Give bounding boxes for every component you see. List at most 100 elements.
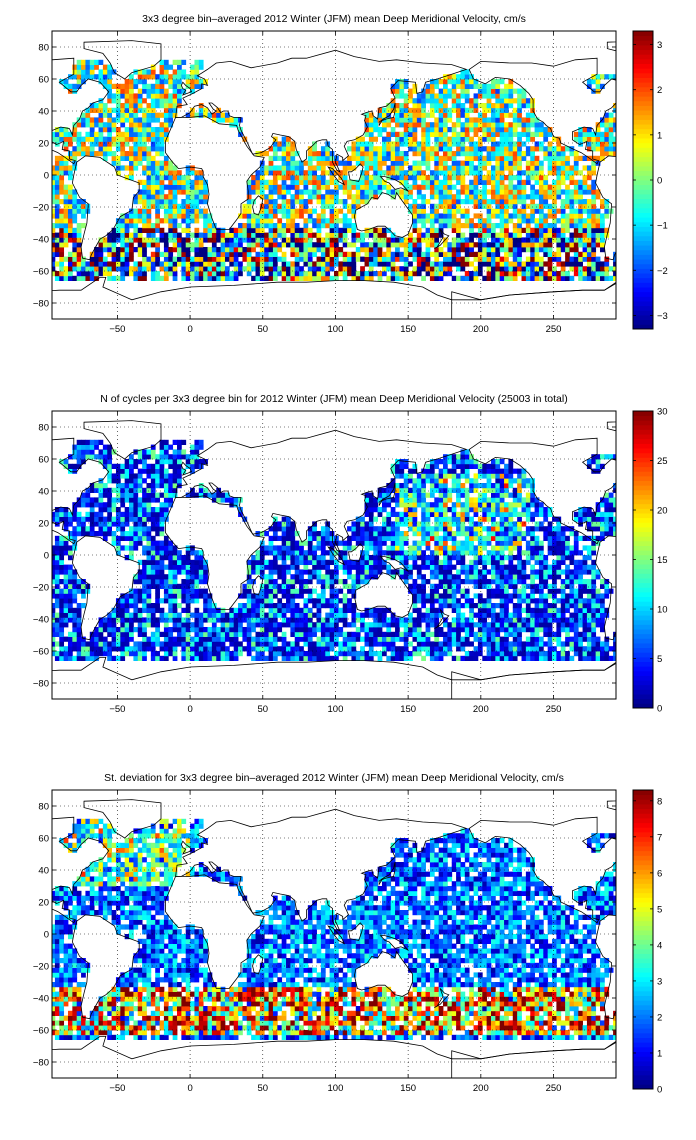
bin-cell [447, 127, 453, 133]
bin-cell [272, 146, 278, 152]
bin-cell [443, 83, 448, 89]
bin-cell [512, 208, 518, 214]
bin-cell [591, 256, 597, 262]
bin-cell [477, 146, 483, 152]
bin-cell [499, 266, 505, 272]
bin-cell [573, 189, 579, 195]
bin-cell [251, 275, 256, 281]
bin-cell [525, 256, 531, 262]
bin-cell [129, 266, 134, 272]
bin-cell [142, 117, 147, 123]
bin-cell [124, 516, 130, 522]
bin-cell [403, 151, 409, 157]
bin-cell [242, 636, 248, 642]
bin-cell [163, 502, 169, 508]
bin-cell [482, 83, 488, 89]
bin-cell [146, 607, 152, 613]
colorbar-swatch [633, 138, 653, 144]
bin-cell [608, 136, 614, 142]
bin-cell [163, 535, 169, 541]
bin-cell [277, 636, 283, 642]
bin-cell [386, 155, 392, 161]
bin-cell [185, 266, 191, 272]
bin-cell [456, 223, 461, 229]
bin-cell [207, 112, 213, 118]
bin-cell [569, 189, 575, 195]
bin-cell [521, 218, 527, 224]
bin-cell [76, 463, 82, 469]
bin-cell [443, 266, 448, 272]
bin-cell [163, 266, 169, 272]
bin-cell [381, 271, 387, 277]
bin-cell [499, 247, 505, 253]
bin-cell [386, 256, 392, 262]
bin-cell [525, 127, 531, 133]
bin-cell [486, 107, 492, 113]
bin-cell [264, 208, 269, 214]
bin-cell [486, 103, 492, 109]
bin-cell [443, 194, 448, 200]
bin-cell [416, 242, 422, 248]
colorbar-swatch [633, 301, 653, 307]
bin-cell [255, 559, 261, 565]
bin-cell [469, 199, 474, 205]
bin-cell [89, 136, 95, 142]
bin-cell [155, 103, 160, 109]
bin-cell [486, 218, 492, 224]
bin-cell [177, 459, 182, 465]
bin-cell [469, 146, 474, 152]
bin-cell [76, 444, 82, 450]
bin-cell [316, 256, 322, 262]
bin-cell [137, 98, 143, 104]
bin-cell [569, 266, 575, 272]
bin-cell [477, 261, 483, 267]
bin-cell [168, 247, 174, 253]
bin-cell [163, 612, 169, 618]
bin-cell [211, 247, 217, 253]
bin-cell [54, 627, 60, 633]
bin-cell [325, 170, 331, 176]
bin-cell [434, 227, 440, 233]
colorbar-swatch [633, 114, 653, 120]
bin-cell [238, 627, 243, 633]
bin-cell [146, 242, 152, 248]
bin-cell [102, 622, 108, 628]
bin-cell [329, 256, 335, 262]
bin-cell [168, 497, 174, 503]
bin-cell [155, 146, 160, 152]
bin-cell [172, 617, 178, 623]
bin-cell [268, 588, 274, 594]
bin-cell [181, 175, 187, 181]
bin-cell [72, 569, 78, 575]
bin-cell [556, 232, 562, 238]
bin-cell [538, 141, 544, 147]
bin-cell [146, 88, 152, 94]
bin-cell [272, 655, 278, 661]
bin-cell [242, 516, 248, 522]
bin-cell [373, 256, 379, 262]
bin-cell [421, 136, 426, 142]
bin-cell [360, 256, 365, 262]
bin-cell [399, 136, 405, 142]
bin-cell [124, 127, 130, 133]
bin-cell [224, 112, 230, 118]
bin-cell [586, 79, 592, 85]
bin-cell [67, 256, 73, 262]
bin-cell [194, 112, 200, 118]
bin-cell [373, 271, 379, 277]
bin-cell [203, 237, 208, 243]
bin-cell [425, 227, 431, 233]
bin-cell [115, 141, 121, 147]
bin-cell [259, 223, 265, 229]
bin-cell [63, 593, 69, 599]
bin-cell [115, 497, 121, 503]
bin-cell [412, 218, 418, 224]
bin-cell [115, 237, 121, 243]
bin-cell [447, 79, 453, 85]
bin-cell [177, 627, 182, 633]
bin-cell [251, 242, 256, 248]
bin-cell [456, 251, 461, 257]
bin-cell [443, 165, 448, 171]
bin-cell [530, 251, 535, 257]
bin-cell [416, 107, 422, 113]
